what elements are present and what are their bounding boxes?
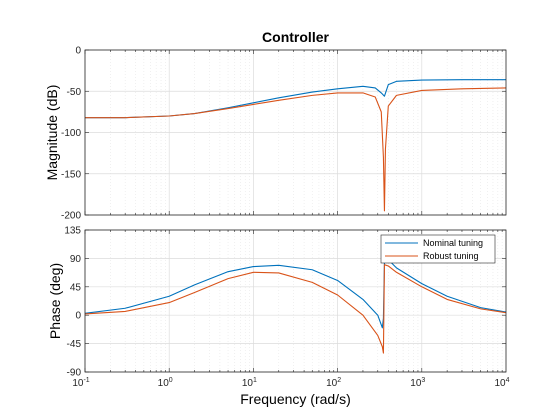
y-tick-label: -90 [67,368,82,379]
chart-title: Controller [262,29,329,45]
x-axis-label: Frequency (rad/s) [240,391,350,407]
y-tick-label: -45 [67,339,82,350]
x-tick-label: 102 [326,377,341,389]
magnitude-ticks: 0 -50 -100 -150 -200 [61,46,506,222]
y-tick-label: 0 [75,311,81,322]
magnitude-series [85,79,507,212]
legend-entry-nominal: Nominal tuning [423,238,483,248]
y-tick-label: -200 [61,211,81,222]
x-tick-label: 10-1 [72,377,89,389]
y-tick-label: 45 [70,282,82,293]
series-line-robust [84,264,507,354]
y-tick-label: -50 [67,87,82,98]
y-tick-label: 0 [75,46,81,57]
phase-series [84,259,507,354]
phase-y-label: Phase (deg) [47,263,63,339]
x-tick-label: 104 [494,377,509,389]
x-tick-label: 100 [158,377,173,389]
y-tick-label: -100 [61,128,81,139]
legend-entry-robust: Robust tuning [423,251,479,261]
y-tick-label: -150 [61,169,81,180]
x-tick-label: 101 [242,377,257,389]
series-line-nominal [84,259,507,329]
x-tick-label: 103 [410,377,425,389]
series-line-robust [85,87,507,212]
y-tick-label: 90 [70,254,82,265]
y-tick-label: 135 [64,226,81,237]
legend[interactable]: Nominal tuning Robust tuning [380,234,496,264]
magnitude-y-label: Magnitude (dB) [44,85,60,181]
magnitude-axes: 0 -50 -100 -150 -200 [61,46,507,222]
